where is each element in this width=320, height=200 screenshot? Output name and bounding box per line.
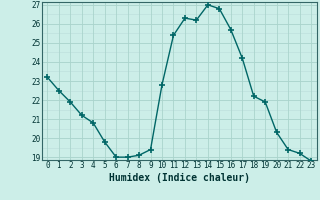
- X-axis label: Humidex (Indice chaleur): Humidex (Indice chaleur): [109, 173, 250, 183]
